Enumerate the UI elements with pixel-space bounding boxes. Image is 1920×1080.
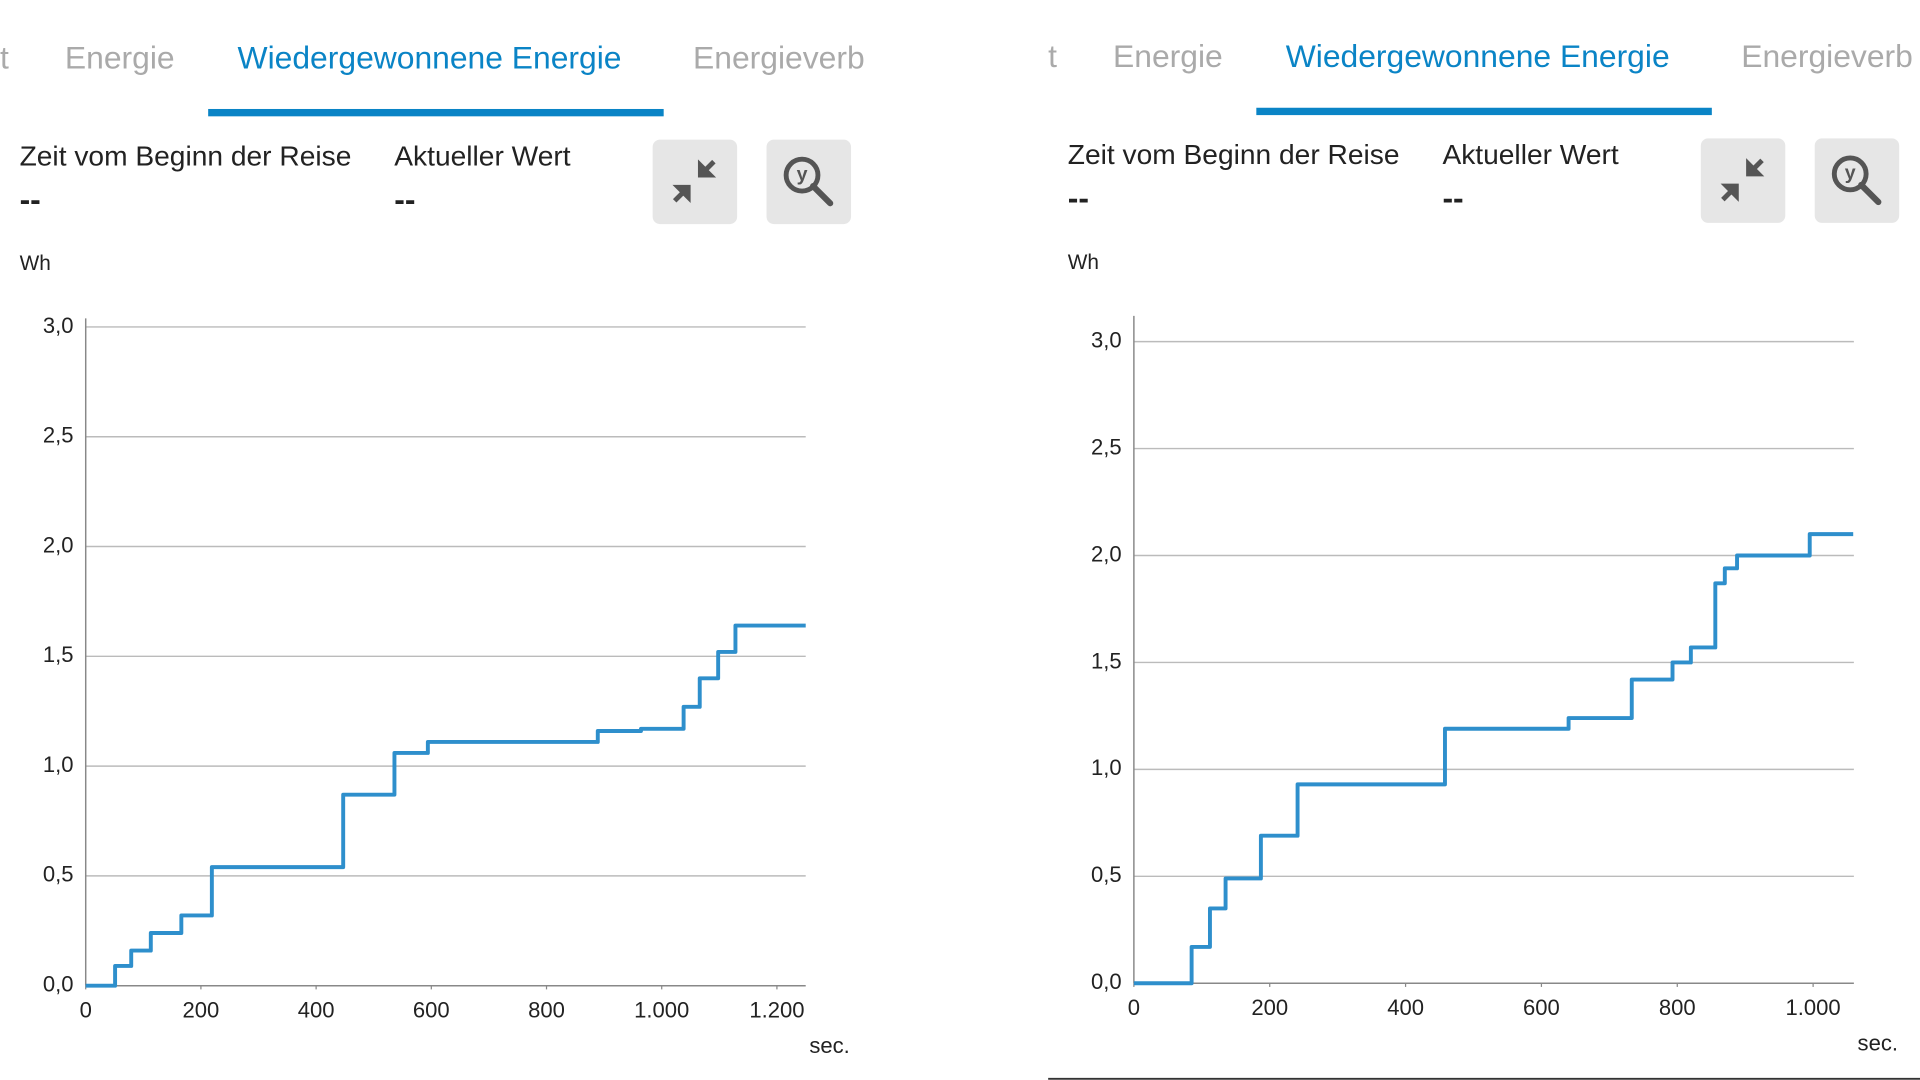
x-tick-label: 400 bbox=[1387, 995, 1424, 1020]
collapse-icon bbox=[672, 159, 717, 204]
y-tick-label: 0,5 bbox=[1091, 862, 1122, 887]
x-tick-label: 200 bbox=[1251, 995, 1288, 1020]
y-tick-label: 1,5 bbox=[43, 642, 74, 667]
x-tick-label: 1.000 bbox=[634, 997, 689, 1022]
x-tick-label: 0 bbox=[1128, 995, 1140, 1020]
y-tick-label: 1,5 bbox=[1091, 648, 1122, 673]
zoom-icon-handle bbox=[1858, 181, 1882, 206]
x-axis-label: sec. bbox=[1858, 1030, 1898, 1055]
zoom-y-button[interactable] bbox=[1814, 138, 1900, 223]
y-axis-label: Wh bbox=[1068, 251, 1099, 274]
tab[interactable]: t bbox=[1048, 38, 1057, 74]
zoom-icon-handle bbox=[810, 183, 834, 207]
data-line bbox=[85, 623, 806, 988]
info-label: Zeit vom Beginn der Reise bbox=[1068, 139, 1400, 170]
info-value: -- bbox=[1442, 180, 1463, 216]
y-tick-label: 1,0 bbox=[1091, 755, 1122, 780]
zoom-icon-lens bbox=[783, 156, 821, 194]
y-tick-label: 3,0 bbox=[43, 313, 74, 338]
y-tick-label: 2,0 bbox=[43, 532, 74, 557]
y-tick-label: 2,5 bbox=[1091, 434, 1122, 459]
y-tick-label: 2,0 bbox=[1091, 541, 1122, 566]
tab[interactable]: t bbox=[0, 39, 9, 75]
info-label: Aktueller Wert bbox=[1442, 139, 1618, 170]
x-tick-label: 800 bbox=[1659, 995, 1696, 1020]
x-axis-label: sec. bbox=[809, 1033, 849, 1058]
zoom-y-button[interactable] bbox=[766, 139, 852, 225]
tab[interactable]: Energieverb bbox=[693, 39, 865, 75]
x-tick-label: 1.200 bbox=[749, 997, 804, 1022]
tab[interactable]: Energieverb bbox=[1741, 38, 1913, 74]
info-label: Zeit vom Beginn der Reise bbox=[20, 140, 352, 171]
y-tick-label: 3,0 bbox=[1091, 327, 1122, 352]
info-value: -- bbox=[394, 181, 415, 217]
y-axis-label: Wh bbox=[20, 252, 51, 275]
tab[interactable]: Wiedergewonnene Energie bbox=[238, 39, 622, 75]
tab[interactable]: Energie bbox=[1113, 38, 1223, 74]
x-tick-label: 200 bbox=[183, 997, 220, 1022]
info-value: -- bbox=[20, 181, 41, 217]
y-tick-label: 0,5 bbox=[43, 862, 74, 887]
collapse-button[interactable] bbox=[1700, 138, 1786, 223]
zoom-icon-lens bbox=[1831, 155, 1869, 193]
y-tick-label: 0,0 bbox=[43, 972, 74, 997]
y-tick-label: 0,0 bbox=[1091, 969, 1122, 994]
data-line bbox=[1133, 532, 1854, 986]
x-tick-label: 1.000 bbox=[1786, 995, 1841, 1020]
tab[interactable]: Wiedergewonnene Energie bbox=[1286, 38, 1670, 74]
collapse-icon bbox=[1720, 158, 1765, 202]
active-tab-indicator bbox=[208, 108, 664, 117]
zoom-icon-label: y bbox=[797, 163, 808, 185]
x-tick-label: 0 bbox=[80, 997, 92, 1022]
info-value: -- bbox=[1068, 180, 1089, 216]
collapse-button[interactable] bbox=[652, 139, 738, 225]
y-tick-label: 2,5 bbox=[43, 423, 74, 448]
tab[interactable]: Energie bbox=[65, 39, 175, 75]
x-tick-label: 400 bbox=[298, 997, 335, 1022]
info-label: Aktueller Wert bbox=[394, 140, 570, 171]
y-tick-label: 1,0 bbox=[43, 752, 74, 777]
x-tick-label: 600 bbox=[413, 997, 450, 1022]
active-tab-indicator bbox=[1256, 107, 1712, 116]
zoom-icon-label: y bbox=[1845, 162, 1856, 184]
x-tick-label: 600 bbox=[1523, 995, 1560, 1020]
x-tick-label: 800 bbox=[528, 997, 565, 1022]
